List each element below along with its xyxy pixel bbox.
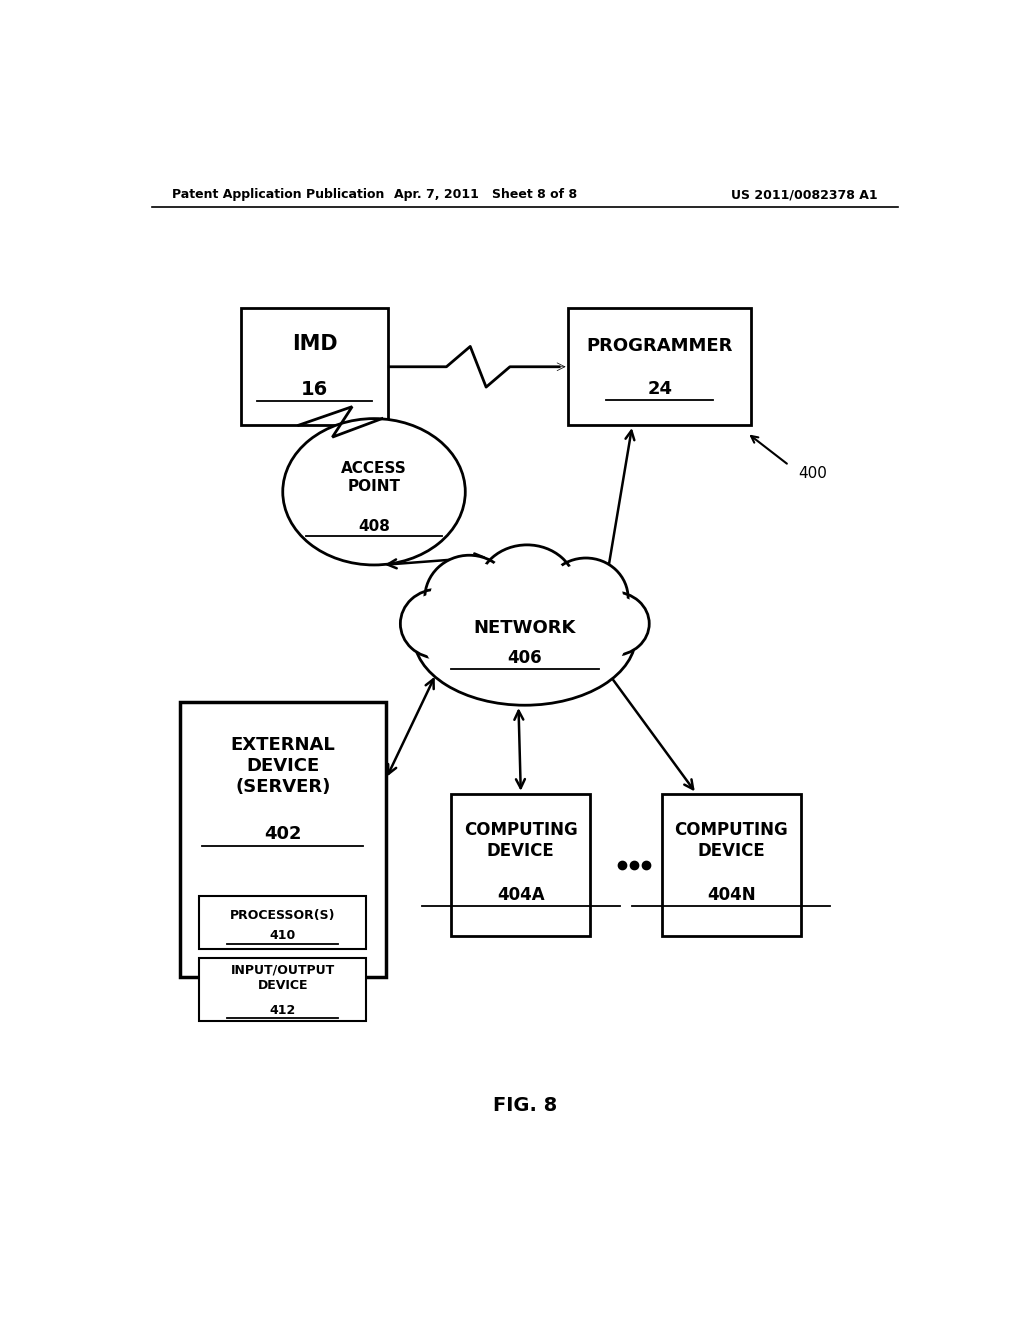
Text: Apr. 7, 2011   Sheet 8 of 8: Apr. 7, 2011 Sheet 8 of 8 xyxy=(393,189,577,202)
Ellipse shape xyxy=(430,561,508,636)
Text: 412: 412 xyxy=(269,1003,296,1016)
FancyBboxPatch shape xyxy=(568,309,751,425)
Ellipse shape xyxy=(400,589,476,659)
Text: 410: 410 xyxy=(269,929,296,942)
FancyBboxPatch shape xyxy=(241,309,388,425)
Ellipse shape xyxy=(400,589,476,659)
Text: COMPUTING
DEVICE: COMPUTING DEVICE xyxy=(464,821,578,859)
Text: Patent Application Publication: Patent Application Publication xyxy=(172,189,384,202)
Ellipse shape xyxy=(579,591,649,656)
Text: 404A: 404A xyxy=(497,886,545,904)
FancyBboxPatch shape xyxy=(200,958,367,1022)
FancyArrowPatch shape xyxy=(388,680,434,774)
Text: 24: 24 xyxy=(647,380,672,399)
Text: 400: 400 xyxy=(799,466,827,480)
Ellipse shape xyxy=(425,556,514,642)
Ellipse shape xyxy=(544,558,628,638)
Ellipse shape xyxy=(544,558,628,638)
FancyBboxPatch shape xyxy=(452,793,590,936)
Ellipse shape xyxy=(404,593,471,655)
Text: 404N: 404N xyxy=(707,886,756,904)
Text: 406: 406 xyxy=(508,649,542,668)
Ellipse shape xyxy=(425,556,514,642)
FancyBboxPatch shape xyxy=(662,793,801,936)
Ellipse shape xyxy=(423,573,627,700)
Ellipse shape xyxy=(414,568,636,705)
FancyBboxPatch shape xyxy=(179,702,386,977)
FancyArrowPatch shape xyxy=(751,436,786,463)
FancyArrowPatch shape xyxy=(605,430,634,586)
FancyArrowPatch shape xyxy=(613,680,693,789)
FancyBboxPatch shape xyxy=(200,896,367,949)
FancyArrowPatch shape xyxy=(514,710,525,788)
Text: EXTERNAL
DEVICE
(SERVER): EXTERNAL DEVICE (SERVER) xyxy=(230,737,335,796)
Ellipse shape xyxy=(583,595,645,652)
Text: IMD: IMD xyxy=(292,334,337,354)
Text: PROCESSOR(S): PROCESSOR(S) xyxy=(230,909,336,923)
Ellipse shape xyxy=(283,418,465,565)
Text: INPUT/OUTPUT
DEVICE: INPUT/OUTPUT DEVICE xyxy=(230,964,335,991)
Text: 16: 16 xyxy=(301,380,328,399)
FancyArrowPatch shape xyxy=(513,363,565,371)
Text: ACCESS
POINT: ACCESS POINT xyxy=(341,462,407,494)
Text: US 2011/0082378 A1: US 2011/0082378 A1 xyxy=(731,189,878,202)
Text: PROGRAMMER: PROGRAMMER xyxy=(587,338,733,355)
Text: 402: 402 xyxy=(264,825,301,843)
Ellipse shape xyxy=(549,562,623,634)
Ellipse shape xyxy=(478,545,575,631)
Text: 408: 408 xyxy=(358,519,390,533)
Ellipse shape xyxy=(484,550,570,626)
Text: COMPUTING
DEVICE: COMPUTING DEVICE xyxy=(674,821,788,859)
Ellipse shape xyxy=(478,545,575,631)
FancyArrowPatch shape xyxy=(387,553,483,569)
Text: FIG. 8: FIG. 8 xyxy=(493,1096,557,1115)
Ellipse shape xyxy=(579,591,649,656)
Text: NETWORK: NETWORK xyxy=(474,619,575,638)
